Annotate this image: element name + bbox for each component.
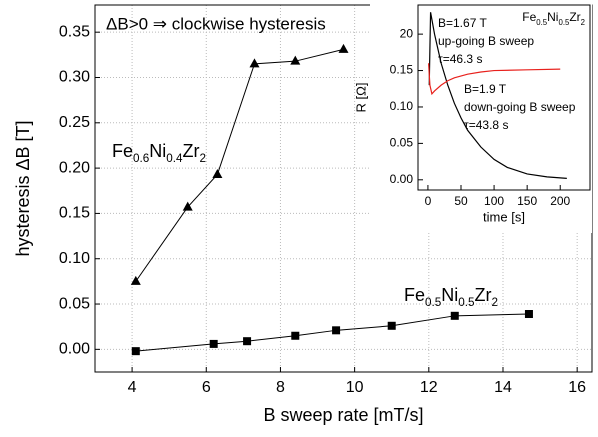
y-tick-label: 0.10: [59, 250, 90, 267]
x-tick-label: 100: [484, 194, 504, 208]
line: [135, 48, 344, 282]
inset-annotation: up-going B sweep: [438, 34, 534, 48]
series-label: Fe0.6Ni0.4Zr2: [112, 141, 206, 165]
marker: [131, 347, 140, 356]
marker: [209, 339, 218, 348]
y-tick-label: 0.30: [59, 69, 90, 86]
label-part: Ni: [547, 10, 558, 24]
y-tick-label: 0.00: [390, 172, 414, 186]
y-tick-label: 0.00: [59, 341, 90, 358]
x-tick-label: 50: [454, 194, 468, 208]
y-tick-label: 0.25: [59, 114, 90, 131]
y-axis-label: R [Ω]: [353, 83, 368, 113]
line: [428, 12, 567, 179]
x-tick-label: 12: [420, 379, 438, 396]
marker: [387, 321, 396, 330]
label-part: Fe: [522, 10, 536, 24]
marker: [130, 275, 141, 285]
label-part: Fe: [112, 141, 133, 161]
marker: [524, 310, 533, 319]
label-part: 0.5: [558, 18, 570, 27]
marker: [290, 55, 301, 65]
inset-annotation: τ=43.8 s: [464, 118, 508, 132]
y-tick-label: 0.10: [390, 99, 414, 113]
label-part: Ni: [441, 285, 458, 305]
inset-annotation: B=1.9 T: [464, 82, 507, 96]
label-part: 2: [492, 296, 499, 309]
plot-frame: [417, 4, 591, 191]
y-tick-label: 20: [400, 26, 414, 40]
x-tick-label: 8: [276, 379, 285, 396]
label-part: 2: [200, 152, 207, 165]
inset-background: [370, 3, 592, 233]
marker: [243, 337, 252, 346]
marker: [212, 168, 223, 178]
x-tick-label: 6: [202, 379, 211, 396]
x-tick-label: 10: [346, 379, 364, 396]
y-tick-label: 0.15: [59, 205, 90, 222]
label-part: 0.5: [536, 18, 548, 27]
x-tick-label: 150: [517, 194, 537, 208]
inset-annotation: τ=46.3 s: [438, 52, 482, 66]
line: [135, 313, 529, 352]
x-tick-label: 0: [425, 194, 432, 208]
series-label: Fe0.5Ni0.5Zr2: [404, 285, 498, 309]
x-tick-label: 4: [128, 379, 137, 396]
y-tick-label: 0.05: [390, 136, 414, 150]
y-axis-label: hysteresis ΔB [T]: [13, 120, 33, 256]
marker: [338, 43, 349, 53]
x-tick-label: 16: [568, 379, 586, 396]
inset-annotation: B=1.67 T: [438, 16, 487, 30]
marker: [332, 326, 341, 335]
y-tick-label: 0.35: [59, 23, 90, 40]
y-tick-label: 0.20: [59, 159, 90, 176]
annotation: ΔB>0 ⇒ clockwise hysteresis: [106, 14, 326, 33]
marker: [249, 58, 260, 68]
label-part: 0.5: [425, 296, 442, 309]
label-part: 0.6: [133, 152, 149, 165]
label-part: Ni: [149, 141, 166, 161]
label-part: Zr: [183, 141, 200, 161]
line: [427, 63, 561, 96]
label-part: 0.5: [458, 296, 475, 309]
marker: [182, 201, 193, 211]
label-part: Zr: [569, 10, 580, 24]
label-part: Fe: [404, 285, 425, 305]
marker: [291, 331, 300, 340]
series-label: Fe0.5Ni0.5Zr2: [522, 10, 585, 26]
x-axis-label: B sweep rate [mT/s]: [263, 405, 423, 425]
marker: [450, 311, 459, 320]
x-axis-label: time [s]: [483, 209, 525, 224]
y-tick-label: 0.05: [59, 295, 90, 312]
y-tick-label: 0.15: [390, 63, 414, 77]
label-part: Zr: [475, 285, 492, 305]
x-tick-label: 200: [550, 194, 570, 208]
label-part: 0.4: [166, 152, 183, 165]
inset-annotation: down-going B sweep: [464, 100, 576, 114]
x-tick-label: 14: [494, 379, 512, 396]
label-part: 2: [581, 18, 585, 27]
